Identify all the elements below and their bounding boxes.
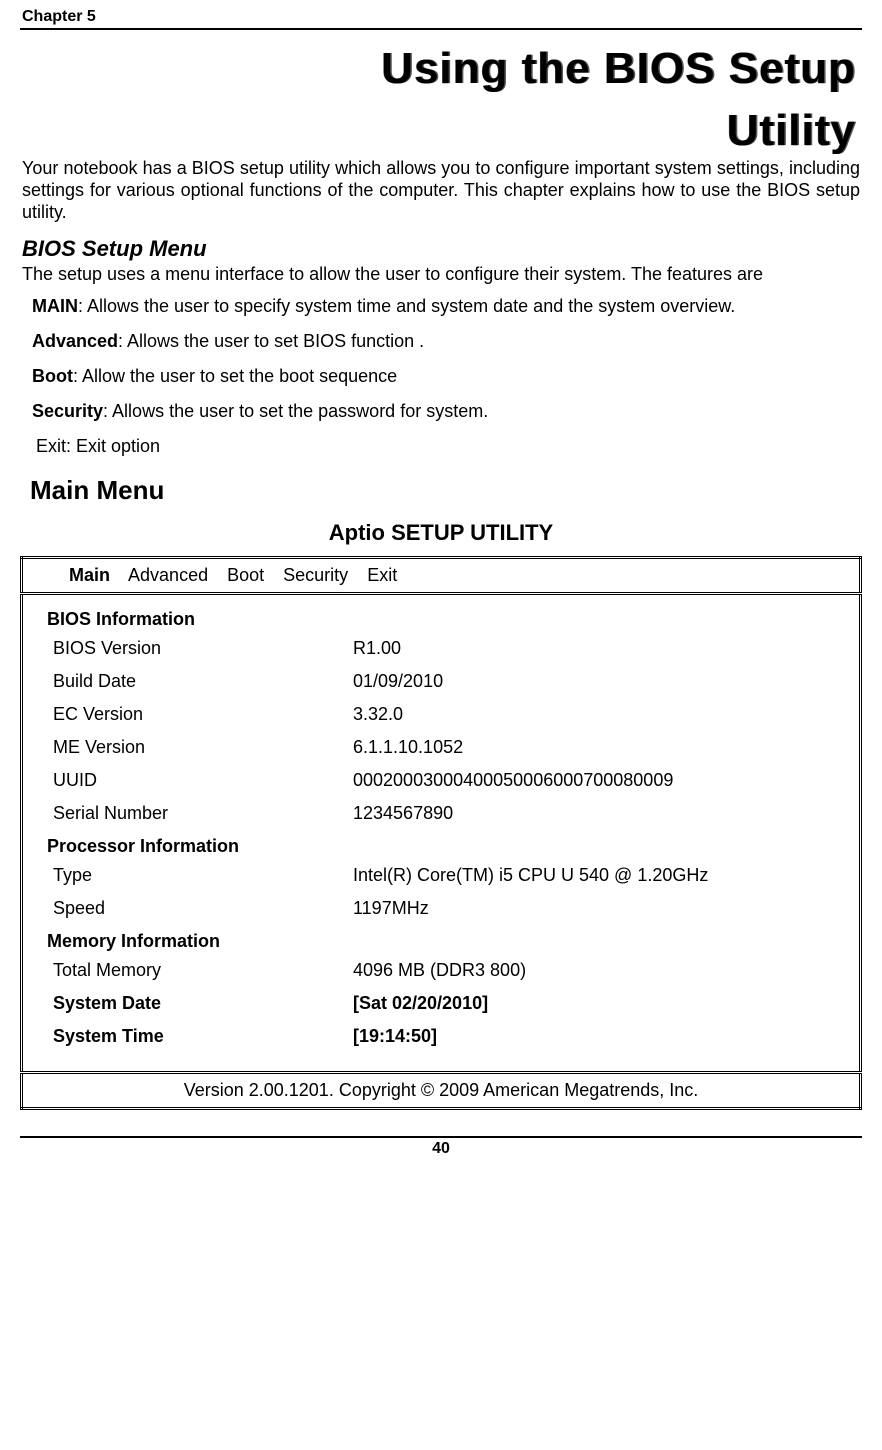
table-row: Type Intel(R) Core(TM) i5 CPU U 540 @ 1.… bbox=[47, 865, 835, 886]
tabs-cell: Main Advanced Boot Security Exit bbox=[22, 558, 861, 594]
proc-speed-value: 1197MHz bbox=[353, 898, 835, 919]
bios-info-heading: BIOS Information bbox=[47, 609, 835, 630]
tab-exit[interactable]: Exit bbox=[367, 565, 397, 585]
header-divider bbox=[20, 28, 862, 30]
table-row: Speed 1197MHz bbox=[47, 898, 835, 919]
chapter-label: Chapter 5 bbox=[22, 8, 96, 26]
page: Chapter 5 Using the BIOS Setup Utility Y… bbox=[0, 0, 882, 1450]
tab-boot[interactable]: Boot bbox=[227, 565, 264, 585]
proc-type-value: Intel(R) Core(TM) i5 CPU U 540 @ 1.20GHz bbox=[353, 865, 835, 886]
bios-setup-menu-desc: The setup uses a menu interface to allow… bbox=[22, 264, 860, 286]
intro-paragraph: Your notebook has a BIOS setup utility w… bbox=[22, 158, 860, 224]
table-row: ME Version 6.1.1.10.1052 bbox=[47, 737, 835, 758]
uuid-label: UUID bbox=[47, 770, 353, 791]
menu-line-security: Security: Allows the user to set the pas… bbox=[32, 401, 860, 422]
menu-key-advanced: Advanced bbox=[32, 331, 118, 351]
proc-speed-label: Speed bbox=[47, 898, 353, 919]
menu-line-exit: Exit: Exit option bbox=[36, 436, 860, 457]
menu-key-security: Security bbox=[32, 401, 103, 421]
table-row: Build Date 01/09/2010 bbox=[47, 671, 835, 692]
main-menu-heading: Main Menu bbox=[30, 475, 860, 506]
page-number: 40 bbox=[20, 1140, 862, 1158]
tab-main[interactable]: Main bbox=[69, 565, 110, 585]
bios-footer: Version 2.00.1201. Copyright © 2009 Amer… bbox=[22, 1073, 861, 1109]
menu-key-boot: Boot bbox=[32, 366, 73, 386]
header-row: Chapter 5 bbox=[20, 8, 862, 28]
serial-value: 1234567890 bbox=[353, 803, 835, 824]
table-row: EC Version 3.32.0 bbox=[47, 704, 835, 725]
menu-text-advanced: : Allows the user to set BIOS function . bbox=[118, 331, 424, 351]
bios-version-value: R1.00 bbox=[353, 638, 835, 659]
menu-key-main: MAIN bbox=[32, 296, 78, 316]
memory-info-heading: Memory Information bbox=[47, 931, 835, 952]
menu-line-boot: Boot: Allow the user to set the boot seq… bbox=[32, 366, 860, 387]
system-date-label: System Date bbox=[47, 993, 353, 1014]
info-block: BIOS Information BIOS Version R1.00 Buil… bbox=[33, 601, 849, 1065]
menu-text-security: : Allows the user to set the password fo… bbox=[103, 401, 488, 421]
bios-setup-menu-heading: BIOS Setup Menu bbox=[22, 236, 860, 262]
system-time-label: System Time bbox=[47, 1026, 353, 1047]
footer-row: Version 2.00.1201. Copyright © 2009 Amer… bbox=[22, 1073, 861, 1109]
page-title-line2: Utility bbox=[20, 108, 856, 154]
table-row: BIOS Version R1.00 bbox=[47, 638, 835, 659]
build-date-label: Build Date bbox=[47, 671, 353, 692]
info-cell: BIOS Information BIOS Version R1.00 Buil… bbox=[22, 594, 861, 1073]
bios-table: Main Advanced Boot Security Exit BIOS In… bbox=[20, 556, 862, 1110]
me-version-value: 6.1.1.10.1052 bbox=[353, 737, 835, 758]
processor-info-heading: Processor Information bbox=[47, 836, 835, 857]
menu-text-main: : Allows the user to specify system time… bbox=[78, 296, 735, 316]
serial-label: Serial Number bbox=[47, 803, 353, 824]
info-row-outer: BIOS Information BIOS Version R1.00 Buil… bbox=[22, 594, 861, 1073]
menu-line-main: MAIN: Allows the user to specify system … bbox=[32, 296, 860, 317]
aptio-title: Aptio SETUP UTILITY bbox=[20, 520, 862, 546]
ec-version-label: EC Version bbox=[47, 704, 353, 725]
table-row: System Time [19:14:50] bbox=[47, 1026, 835, 1047]
tabs-inner: Main Advanced Boot Security Exit bbox=[33, 565, 849, 586]
me-version-label: ME Version bbox=[47, 737, 353, 758]
page-title-line1: Using the BIOS Setup bbox=[20, 46, 856, 92]
tab-security[interactable]: Security bbox=[283, 565, 348, 585]
menu-line-advanced: Advanced: Allows the user to set BIOS fu… bbox=[32, 331, 860, 352]
table-row: Serial Number 1234567890 bbox=[47, 803, 835, 824]
build-date-value: 01/09/2010 bbox=[353, 671, 835, 692]
total-memory-value: 4096 MB (DDR3 800) bbox=[353, 960, 835, 981]
system-date-value[interactable]: [Sat 02/20/2010] bbox=[353, 993, 835, 1014]
table-row: UUID 00020003000400050006000700080009 bbox=[47, 770, 835, 791]
tab-advanced[interactable]: Advanced bbox=[128, 565, 208, 585]
system-time-value[interactable]: [19:14:50] bbox=[353, 1026, 835, 1047]
total-memory-label: Total Memory bbox=[47, 960, 353, 981]
uuid-value: 00020003000400050006000700080009 bbox=[353, 770, 835, 791]
bios-version-label: BIOS Version bbox=[47, 638, 353, 659]
ec-version-value: 3.32.0 bbox=[353, 704, 835, 725]
table-row: Total Memory 4096 MB (DDR3 800) bbox=[47, 960, 835, 981]
tabs-row: Main Advanced Boot Security Exit bbox=[22, 558, 861, 594]
menu-text-boot: : Allow the user to set the boot sequenc… bbox=[73, 366, 397, 386]
proc-type-label: Type bbox=[47, 865, 353, 886]
page-footer-divider bbox=[20, 1136, 862, 1138]
table-row: System Date [Sat 02/20/2010] bbox=[47, 993, 835, 1014]
